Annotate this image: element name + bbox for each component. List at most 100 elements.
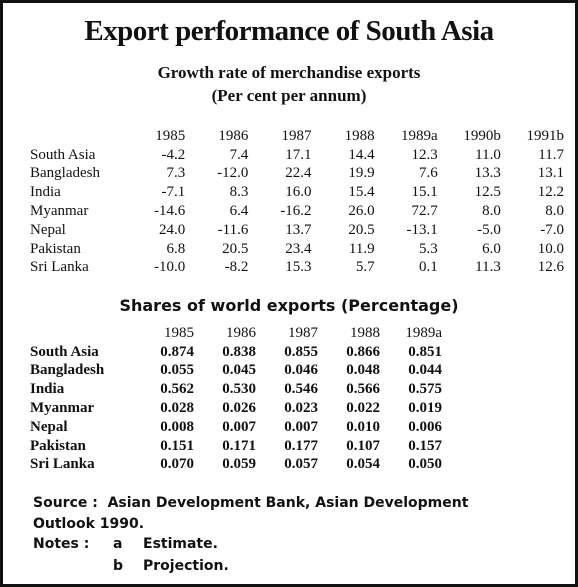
cell: 16.0 xyxy=(285,184,312,201)
column-header: 1989a xyxy=(405,324,442,341)
note-mark: b xyxy=(113,558,124,574)
cell: 15.1 xyxy=(411,184,438,201)
cell: 0.023 xyxy=(284,400,318,417)
cell: 22.4 xyxy=(285,165,312,182)
cell: 0.157 xyxy=(408,437,442,454)
cell: 0.010 xyxy=(346,418,380,435)
row-label: Pakistan xyxy=(30,437,86,454)
cell: 5.3 xyxy=(418,240,438,257)
note-text: Projection. xyxy=(143,558,229,574)
cell: -11.6 xyxy=(217,221,249,238)
cell: 0.838 xyxy=(222,343,256,360)
growth-table: 1985 1986 1987 1988 1989a 1990b 1991b South Asi… xyxy=(30,127,564,277)
cell: 0.046 xyxy=(284,362,318,379)
source-label: Source : xyxy=(33,495,98,511)
cell: 5.7 xyxy=(355,259,375,276)
cell: -12.0 xyxy=(217,165,249,182)
cell: -5.0 xyxy=(477,221,501,238)
cell: 0.045 xyxy=(222,362,256,379)
cell: 7.4 xyxy=(229,146,249,163)
cell: 6.4 xyxy=(229,203,249,220)
row-label: South Asia xyxy=(30,343,99,360)
row-label: Sri Lanka xyxy=(30,259,89,276)
cell: 20.5 xyxy=(222,240,249,257)
cell: 0.546 xyxy=(284,381,318,398)
cell: 0.866 xyxy=(346,343,380,360)
column-header: 1985 xyxy=(164,324,194,341)
cell: 8.0 xyxy=(482,203,501,220)
column-header: 1986 xyxy=(226,324,256,341)
column-header: 1987 xyxy=(281,127,312,144)
cell: 8.0 xyxy=(545,203,564,220)
column-header: 1991b xyxy=(526,127,565,144)
cell: 0.050 xyxy=(408,456,442,473)
row-label: South Asia xyxy=(30,146,96,163)
row-label: Pakistan xyxy=(30,240,81,257)
cell: 0.177 xyxy=(284,437,318,454)
row-label: Nepal xyxy=(30,221,66,238)
table-row: Nepal 24.0 -11.6 13.7 20.5 -13.1 -5.0 -7.0 xyxy=(30,221,564,240)
cell: 0.1 xyxy=(418,259,438,276)
header-row: 1985 1986 1987 1988 1989a 1990b 1991b xyxy=(30,127,564,146)
cell: 0.057 xyxy=(284,456,318,473)
row-label: Myanmar xyxy=(30,203,89,220)
cell: 0.151 xyxy=(160,437,194,454)
cell: -4.2 xyxy=(161,146,186,163)
spacer xyxy=(30,127,122,146)
header-row: 1985 1986 1987 1988 1989a xyxy=(30,324,442,343)
cell: 0.008 xyxy=(160,418,194,435)
cell: 0.028 xyxy=(160,400,194,417)
table-row: Sri Lanka -10.0 -8.2 15.3 5.7 0.1 11.3 12.6 xyxy=(30,259,564,278)
cell: 15.4 xyxy=(348,184,375,201)
cell: 7.6 xyxy=(418,165,438,182)
cell: 0.530 xyxy=(222,381,256,398)
cell: -8.2 xyxy=(224,259,249,276)
table-row: Pakistan 6.8 20.5 23.4 11.9 5.3 6.0 10.0 xyxy=(30,240,564,259)
cell: 0.019 xyxy=(408,400,442,417)
table-row: South Asia 0.874 0.838 0.855 0.866 0.851 xyxy=(30,343,442,362)
note-text: Estimate. xyxy=(143,536,218,552)
cell: 72.7 xyxy=(411,203,438,220)
cell: -16.2 xyxy=(280,203,312,220)
cell: 0.851 xyxy=(408,343,442,360)
column-header: 1989a xyxy=(401,127,438,144)
source-text: Asian Development Bank, Asian Developmen… xyxy=(33,495,469,532)
cell: 11.9 xyxy=(348,240,375,257)
row-label: Bangladesh xyxy=(30,165,100,182)
notes-label: Notes : xyxy=(33,536,90,552)
cell: 8.3 xyxy=(229,184,249,201)
title: Export performance of South Asia xyxy=(84,15,494,47)
cell: 0.026 xyxy=(222,400,256,417)
column-header: 1988 xyxy=(350,324,380,341)
cell: 6.8 xyxy=(166,240,186,257)
cell: -13.1 xyxy=(406,221,438,238)
cell: 12.3 xyxy=(411,146,438,163)
table-subtitle: (Per cent per annum) xyxy=(211,86,367,105)
cell: 0.048 xyxy=(346,362,380,379)
cell: 0.044 xyxy=(408,362,442,379)
cell: 0.007 xyxy=(222,418,256,435)
table-row: Sri Lanka 0.070 0.059 0.057 0.054 0.050 xyxy=(30,456,442,475)
row-label: India xyxy=(30,184,61,201)
source: Source : Asian Development Bank, Asian D… xyxy=(33,493,513,535)
cell: 0.059 xyxy=(222,456,256,473)
column-header: 1990b xyxy=(463,127,501,144)
table-title: Growth rate of merchandise exports xyxy=(157,63,421,82)
cell: 0.855 xyxy=(284,343,318,360)
row-label: Myanmar xyxy=(30,400,95,417)
table-row: Myanmar -14.6 6.4 -16.2 26.0 72.7 8.0 8.0 xyxy=(30,202,564,221)
table-row: Nepal 0.008 0.007 0.007 0.010 0.006 xyxy=(30,418,442,437)
cell: 14.4 xyxy=(348,146,375,163)
cell: 11.7 xyxy=(538,146,564,163)
table-row: India 0.562 0.530 0.546 0.566 0.575 xyxy=(30,380,442,399)
cell: 26.0 xyxy=(348,203,375,220)
column-header: 1988 xyxy=(344,127,375,144)
cell: 0.054 xyxy=(346,456,380,473)
cell: -7.1 xyxy=(161,184,186,201)
cell: 12.6 xyxy=(537,259,564,276)
cell: 0.171 xyxy=(222,437,256,454)
cell: 20.5 xyxy=(348,221,375,238)
cell: 24.0 xyxy=(159,221,186,238)
table-row: India -7.1 8.3 16.0 15.4 15.1 12.5 12.2 xyxy=(30,183,564,202)
table-row: Pakistan 0.151 0.171 0.177 0.107 0.157 xyxy=(30,437,442,456)
